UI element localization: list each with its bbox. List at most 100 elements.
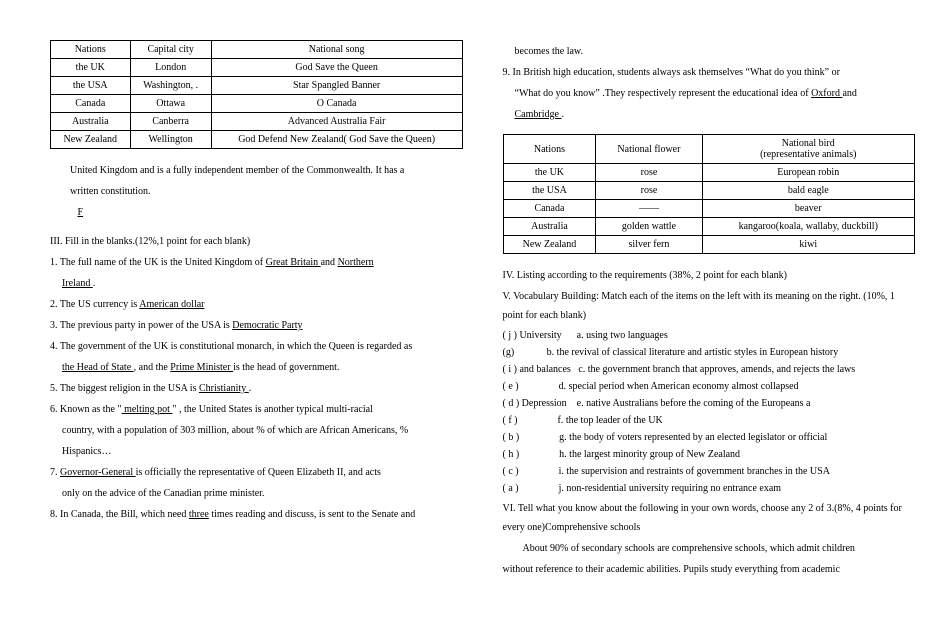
q9-line1: 9. In British high education, students a… <box>503 63 916 82</box>
q8-text-a: 8. In Canada, the Bill, which need <box>50 509 189 520</box>
q7-text-a: 7. <box>50 467 60 478</box>
t1-r0-c2: God Save the Queen <box>211 59 462 77</box>
q3-text-a: 3. The previous party in power of the US… <box>50 320 232 331</box>
q6-line3: Hispanics… <box>50 442 463 461</box>
t2-r0-c2: European robin <box>702 164 915 182</box>
nations-flower-bird-table: Nations National flower National bird(re… <box>503 134 916 254</box>
q9-text-b: “What do you know” .They respectively re… <box>515 88 812 99</box>
t2-r0-c1: rose <box>596 164 702 182</box>
q4-blank2: Prime Minister <box>170 362 233 373</box>
q6-line2: country, with a population of 303 millio… <box>50 421 463 440</box>
p6-line2: without reference to their academic abil… <box>503 560 916 579</box>
q1-blank1: Great Britain <box>266 257 321 268</box>
t1-r1-c2: Star Spangled Banner <box>211 77 462 95</box>
t1-h-song: National song <box>211 41 462 59</box>
q9-text-d: . <box>561 109 564 120</box>
t1-r0-c0: the UK <box>51 59 131 77</box>
t2-r4-c2: kiwi <box>702 236 915 254</box>
q4-text-d: is the head of government. <box>233 362 339 373</box>
q5-line: 5. The biggest religion in the USA is Ch… <box>50 379 463 398</box>
uk-trail-1: United Kingdom and is a fully independen… <box>50 161 463 180</box>
t2-h-nations: Nations <box>503 135 596 164</box>
uk-trail-3: F <box>50 203 463 222</box>
q5-blank: Christianity <box>199 383 249 394</box>
q9-line3: Cambridge . <box>503 105 916 124</box>
match-right-5: f. the top leader of the UK <box>558 415 663 426</box>
t2-r3-c1: golden wattle <box>596 218 702 236</box>
match-right-1: b. the revival of classical literature a… <box>547 347 839 358</box>
section-3-title: III. Fill in the blanks.(12%,1 point for… <box>50 236 463 247</box>
match-right-0: a. using two languages <box>577 330 668 341</box>
p6-line1: About 90% of secondary schools are compr… <box>503 539 916 558</box>
q1-line1: 1. The full name of the UK is the United… <box>50 253 463 272</box>
t1-r2-c0: Canada <box>51 95 131 113</box>
q7-blank: Governor-General <box>60 467 136 478</box>
match-row-2: ( i ) and balances c. the government bra… <box>503 361 916 378</box>
match-row-5: ( f ) f. the top leader of the UK <box>503 412 916 429</box>
q2-line: 2. The US currency is American dollar <box>50 295 463 314</box>
q8-blank: three <box>189 509 209 520</box>
q1-blank2: Northern <box>338 257 374 268</box>
q7-line2: only on the advice of the Canadian prime… <box>50 484 463 503</box>
match-left-1: (g) <box>503 347 515 358</box>
q9-blank2: Cambridge <box>515 109 562 120</box>
t2-r1-c2: bald eagle <box>702 182 915 200</box>
q8-text-b: times reading and discuss, is sent to th… <box>209 509 415 520</box>
t1-r4-c1: Wellington <box>130 131 211 149</box>
match-right-8: i. the supervision and restraints of gov… <box>559 466 830 477</box>
t1-r2-c1: Ottawa <box>130 95 211 113</box>
t2-r2-c0: Canada <box>503 200 596 218</box>
uk-trail-3-answer: F <box>78 207 84 218</box>
match-row-6: ( b ) g. the body of voters represented … <box>503 429 916 446</box>
q8-cont: becomes the law. <box>503 42 916 61</box>
q1-text-a: 1. The full name of the UK is the United… <box>50 257 266 268</box>
match-row-3: ( e ) d. special period when American ec… <box>503 378 916 395</box>
match-right-7: h. the largest minority group of New Zea… <box>559 449 740 460</box>
match-left-6: ( b ) <box>503 432 520 443</box>
q7-text-b: is officially the representative of Quee… <box>136 467 381 478</box>
match-left-8: ( c ) <box>503 466 519 477</box>
match-left-5: ( f ) <box>503 415 518 426</box>
match-right-6: g. the body of voters represented by an … <box>559 432 827 443</box>
q1-line2: Ireland . <box>50 274 463 293</box>
page: Nations Capital city National song the U… <box>0 0 945 601</box>
match-right-2: c. the government branch that approves, … <box>578 364 855 375</box>
q6-text-b: " , the United States is another typical… <box>172 404 372 415</box>
q2-text-a: 2. The US currency is <box>50 299 139 310</box>
q8-line: 8. In Canada, the Bill, which need three… <box>50 505 463 524</box>
t2-h-flower: National flower <box>596 135 702 164</box>
q1-text-b: and <box>321 257 338 268</box>
nations-capital-song-table: Nations Capital city National song the U… <box>50 40 463 149</box>
t1-r4-c0: New Zealand <box>51 131 131 149</box>
q4-line1: 4. The government of the UK is constitut… <box>50 337 463 356</box>
t1-r2-c2: O Canada <box>211 95 462 113</box>
t1-r3-c1: Canberra <box>130 113 211 131</box>
t2-r2-c1: —— <box>596 200 702 218</box>
q6-blank: melting pot <box>122 404 173 415</box>
match-left-3: ( e ) <box>503 381 519 392</box>
t2-r4-c0: New Zealand <box>503 236 596 254</box>
match-row-7: ( h ) h. the largest minority group of N… <box>503 446 916 463</box>
q1-text-d: . <box>93 278 96 289</box>
match-right-9: j. non-residential university requiring … <box>559 483 781 494</box>
q4-blank1: the Head of State <box>62 362 134 373</box>
match-row-9: ( a ) j. non-residential university requ… <box>503 480 916 497</box>
section-4-title: IV. Listing according to the requirement… <box>503 266 916 285</box>
uk-trail-2: written constitution. <box>50 182 463 201</box>
match-row-4: ( d ) Depression e. native Australians b… <box>503 395 916 412</box>
match-right-3: d. special period when American economy … <box>559 381 799 392</box>
t2-r2-c2: beaver <box>702 200 915 218</box>
match-row-0: ( j ) University a. using two languages <box>503 327 916 344</box>
t2-r0-c0: the UK <box>503 164 596 182</box>
t2-r1-c0: the USA <box>503 182 596 200</box>
match-left-7: ( h ) <box>503 449 520 460</box>
section-6-title: VI. Tell what you know about the followi… <box>503 499 916 537</box>
q3-line: 3. The previous party in power of the US… <box>50 316 463 335</box>
t2-h-bird: National bird(representative animals) <box>702 135 915 164</box>
match-list: ( j ) University a. using two languages … <box>503 327 916 497</box>
match-right-4: e. native Australians before the coming … <box>577 398 811 409</box>
q9-blank1: Oxford <box>811 88 842 99</box>
t1-r4-c2: God Defend New Zealand( God Save the Que… <box>211 131 462 149</box>
t1-r1-c1: Washington, . <box>130 77 211 95</box>
section-5-title: V. Vocabulary Building: Match each of th… <box>503 287 916 325</box>
